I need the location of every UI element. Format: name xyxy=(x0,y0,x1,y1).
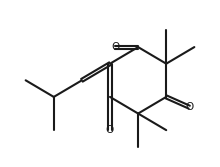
Text: O: O xyxy=(106,125,114,135)
Text: O: O xyxy=(111,42,119,52)
Text: O: O xyxy=(185,102,193,112)
